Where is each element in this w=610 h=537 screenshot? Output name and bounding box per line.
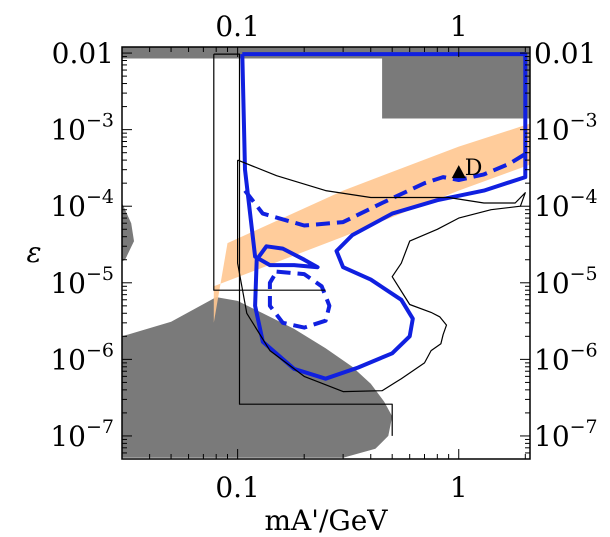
plot-frame	[121, 46, 531, 460]
x-axis-title: mA'/GeV	[264, 504, 388, 537]
thin-contour-4	[237, 159, 526, 393]
tick-marks	[121, 47, 530, 460]
x-tick-label-bottom: 1	[450, 471, 468, 504]
y-axis-title: ε	[26, 236, 41, 269]
y-tick-label-right: 10−3	[534, 110, 598, 147]
sensitivity-contour-3	[267, 269, 332, 330]
y-tick-label-left: 10−4	[50, 186, 114, 223]
y-tick-label-right: 10−5	[534, 263, 598, 300]
sensitivity-contours	[213, 52, 528, 436]
y-tick-label-left: 10−6	[50, 339, 114, 376]
y-tick-label-left: 10−3	[50, 110, 114, 147]
y-tick-label-left: 0.01	[52, 37, 114, 70]
x-tick-labels: 0.1 0.1 1 1	[215, 10, 467, 504]
y-tick-label-right: 0.01	[534, 37, 596, 70]
thin-contour-6	[213, 54, 326, 291]
excluded-region-2	[122, 297, 393, 458]
y-tick-label-right: 10−6	[534, 339, 598, 376]
y-tick-label-right: 10−7	[534, 416, 598, 453]
y-tick-label-left: 10−7	[50, 416, 114, 453]
excluded-region-1	[122, 47, 530, 119]
x-tick-label-top: 1	[450, 10, 468, 43]
y-tick-labels: 0.01 0.01 10−3 10−3 10−4 10−4 10−5 10−5 10−6 10−6…	[50, 37, 597, 453]
y-tick-label-left: 10−5	[50, 263, 114, 300]
benchmark-markers: D	[451, 156, 483, 181]
x-tick-label-top: 0.1	[215, 10, 260, 43]
sensitivity-contour-1	[240, 52, 528, 381]
x-tick-label-bottom: 0.1	[215, 471, 260, 504]
sensitivity-contour-2	[243, 152, 527, 228]
y-tick-label-right: 10−4	[534, 186, 598, 223]
benchmark-marker-D	[451, 165, 466, 179]
benchmark-label-D: D	[465, 156, 483, 181]
thin-contour-5	[213, 53, 393, 436]
